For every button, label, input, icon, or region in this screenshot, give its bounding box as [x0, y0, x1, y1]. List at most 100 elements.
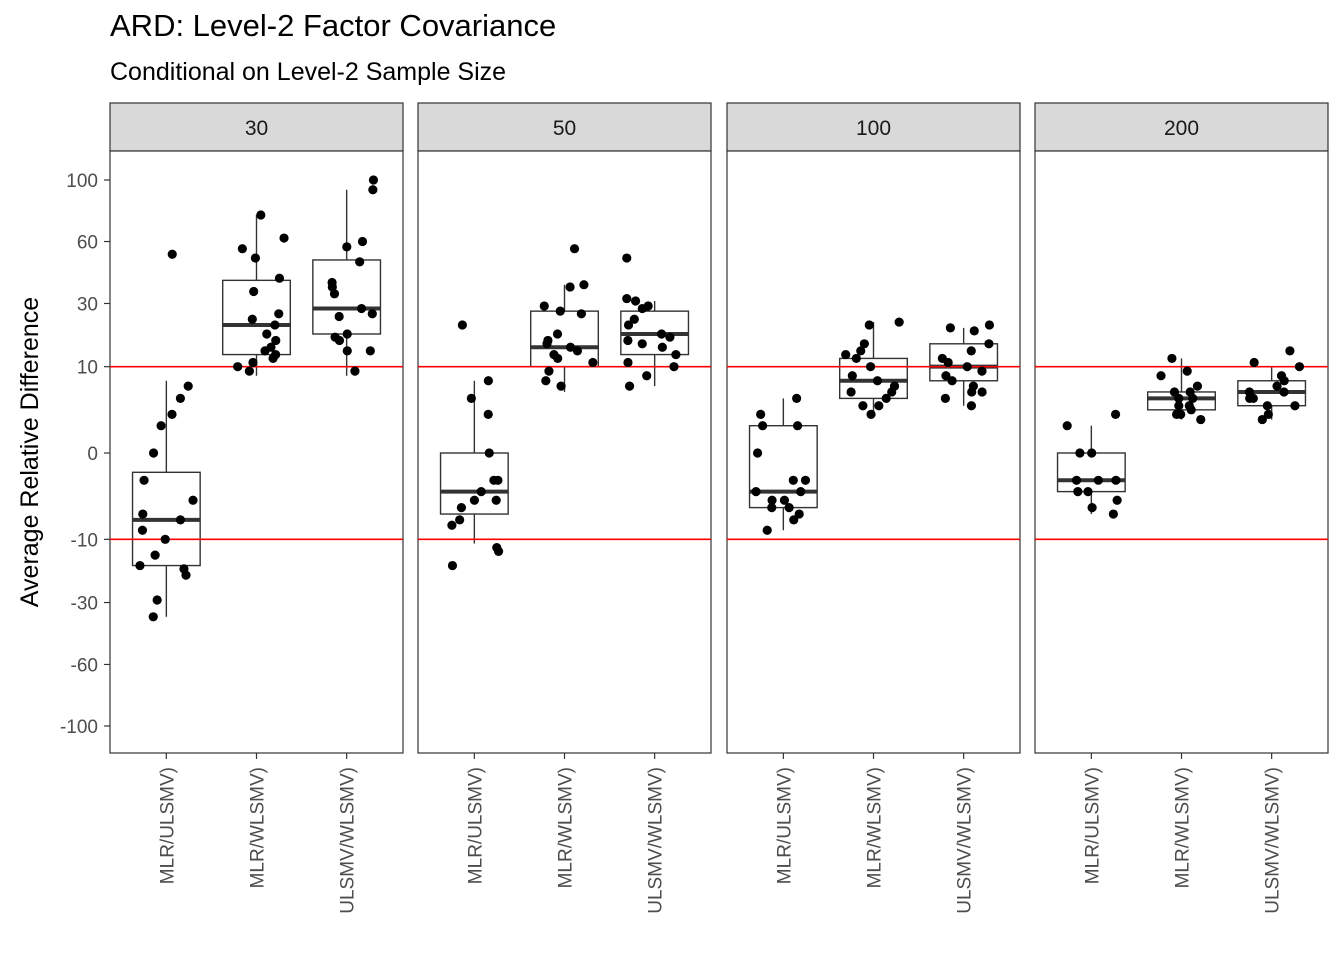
- facet-panel-30: 30 MLR/ULSMV) MLR/WLSMV) ULSMV/WLSMV): [109, 102, 404, 914]
- chart-subtitle: Conditional on Level-2 Sample Size: [110, 58, 507, 86]
- data-point: [1262, 401, 1272, 411]
- data-point: [943, 357, 953, 368]
- data-point: [841, 349, 851, 360]
- data-point: [1169, 387, 1180, 397]
- data-point: [756, 409, 766, 419]
- data-point: [1182, 366, 1192, 376]
- facet-strip: [417, 102, 712, 152]
- data-point: [1073, 487, 1083, 497]
- data-point: [1110, 409, 1121, 419]
- data-point: [846, 387, 856, 397]
- data-point: [622, 293, 632, 304]
- facet-strip: [109, 102, 404, 152]
- box-iqr: [312, 259, 382, 335]
- data-point: [544, 366, 554, 376]
- data-point: [624, 381, 635, 391]
- data-point: [887, 387, 897, 397]
- data-point: [183, 381, 193, 391]
- data-point: [984, 320, 995, 330]
- data-point: [1083, 487, 1093, 497]
- y-tick-label: -100: [60, 717, 98, 738]
- data-point: [752, 448, 763, 458]
- data-point: [167, 249, 177, 259]
- data-point: [1167, 353, 1177, 364]
- data-point: [789, 515, 799, 525]
- box-MLR/ULSMV): [131, 380, 201, 617]
- data-point: [966, 401, 977, 411]
- x-tick-label: ULSMV/WLSMV): [1263, 767, 1284, 914]
- facet-strip-label: 30: [245, 117, 268, 140]
- data-point: [476, 487, 486, 497]
- data-point: [758, 421, 768, 431]
- data-point: [1186, 405, 1196, 415]
- data-point: [539, 301, 549, 311]
- data-point: [637, 303, 647, 314]
- data-point: [466, 393, 476, 403]
- data-point: [148, 448, 159, 458]
- data-point: [279, 233, 289, 243]
- x-tick-label: MLR/ULSMV): [157, 767, 178, 884]
- x-tick-label: ULSMV/WLSMV): [955, 767, 976, 914]
- data-point: [847, 371, 857, 381]
- data-point: [623, 357, 633, 368]
- box-iqr: [1056, 452, 1126, 493]
- data-point: [792, 393, 802, 403]
- y-tick-label: 10: [77, 358, 98, 379]
- x-tick-label: MLR/WLSMV): [248, 767, 269, 888]
- data-point: [767, 495, 777, 505]
- data-point: [250, 253, 261, 263]
- data-point: [491, 495, 501, 505]
- data-point: [947, 376, 957, 386]
- data-point: [1093, 475, 1103, 485]
- data-point: [1257, 414, 1267, 425]
- data-point: [483, 376, 493, 386]
- x-tick-label: MLR/ULSMV): [774, 767, 795, 884]
- data-point: [941, 371, 951, 381]
- data-point: [671, 349, 681, 360]
- y-tick-label: 60: [77, 233, 98, 254]
- data-point: [767, 503, 777, 513]
- data-point: [656, 329, 667, 339]
- data-point: [368, 185, 378, 195]
- data-point: [1087, 448, 1097, 458]
- data-point: [1174, 401, 1184, 411]
- box-iqr: [529, 310, 600, 368]
- data-point: [542, 339, 552, 349]
- data-point: [156, 421, 166, 431]
- data-point: [1176, 409, 1186, 419]
- box-ULSMV/WLSMV): [312, 189, 382, 376]
- data-point: [945, 323, 955, 333]
- data-point: [262, 329, 272, 339]
- data-point: [977, 387, 987, 397]
- data-point: [665, 332, 675, 342]
- data-point: [160, 534, 170, 544]
- data-point: [751, 487, 761, 497]
- data-point: [966, 346, 976, 356]
- data-point: [1071, 475, 1082, 485]
- data-point: [881, 393, 891, 403]
- data-point: [247, 314, 257, 324]
- y-tick-label: 30: [77, 294, 98, 315]
- data-point: [565, 282, 575, 292]
- data-point: [1062, 421, 1072, 431]
- data-point: [135, 560, 145, 571]
- data-point: [138, 509, 148, 519]
- data-point: [1196, 414, 1206, 425]
- data-point: [233, 362, 243, 372]
- data-point: [1272, 381, 1282, 391]
- data-point: [447, 560, 458, 571]
- x-tick-label: ULSMV/WLSMV): [338, 767, 359, 914]
- data-point: [248, 357, 258, 368]
- facet-strip-label: 50: [553, 117, 576, 140]
- x-tick-label: MLR/WLSMV): [1173, 767, 1194, 888]
- data-point: [552, 329, 563, 339]
- data-point: [576, 309, 586, 319]
- y-tick-label: 0: [87, 444, 98, 465]
- data-point: [569, 244, 580, 254]
- x-tick-label: MLR/ULSMV): [465, 767, 486, 884]
- data-point: [1075, 448, 1085, 458]
- data-point: [940, 393, 950, 403]
- data-point: [1111, 475, 1121, 485]
- data-point: [792, 421, 803, 431]
- data-point: [357, 236, 368, 247]
